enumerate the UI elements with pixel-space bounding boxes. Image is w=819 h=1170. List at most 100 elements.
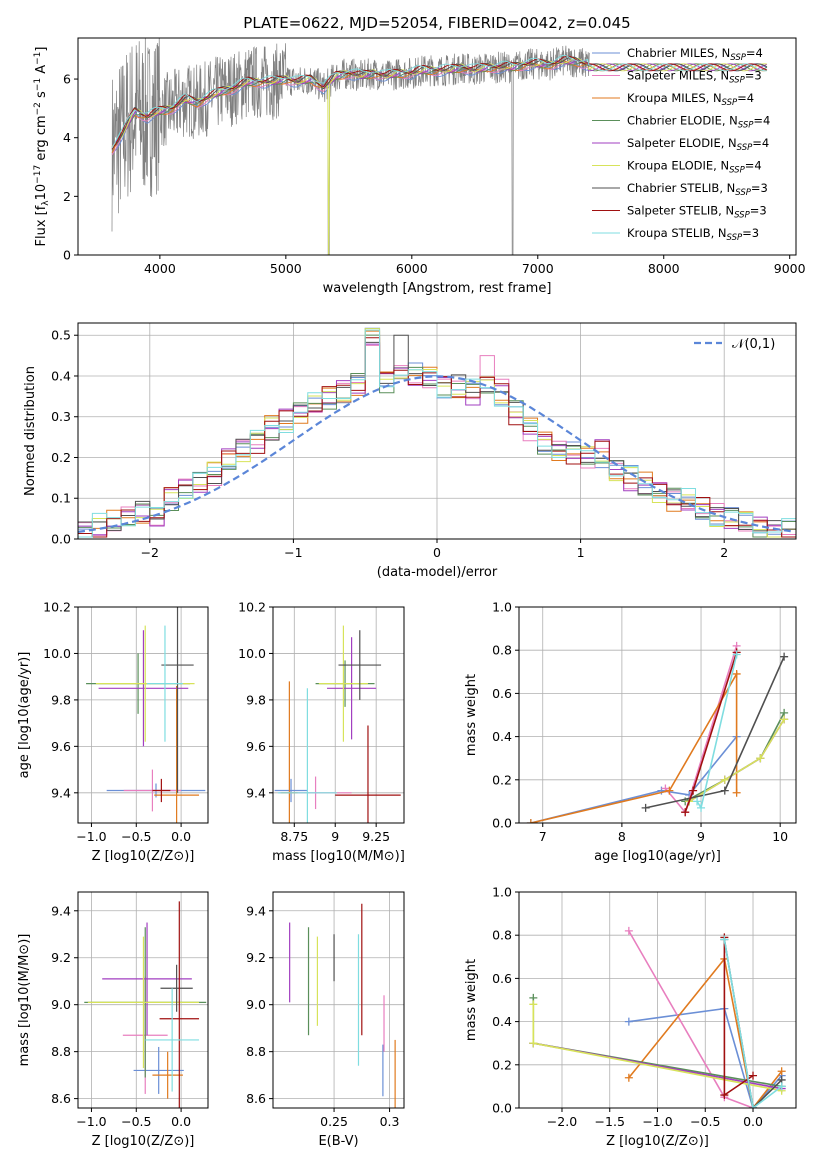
plot-area: [78, 892, 208, 1108]
weight-marker: [720, 935, 729, 944]
plot-area: [273, 607, 404, 823]
legend-entry: Chabrier ELODIE, NSSP=4: [627, 114, 770, 131]
x-axis-label: Z [log10(Z/Z⊙)]: [92, 1134, 195, 1149]
y-axis-label: Normed distribution: [23, 366, 38, 496]
legend-entry: Chabrier STELIB, NSSP=3: [627, 181, 768, 198]
x-tick-label: 9: [331, 829, 339, 844]
panel-mass-vs-EBV: 0.25 0.3 8.6 8.8 9.0 9.2 9.4 E(B-V): [246, 891, 405, 1149]
weight-line-3: [628, 957, 783, 1108]
x-tick-label: 9000: [774, 261, 806, 276]
x-tick-label: −2.0: [547, 1114, 577, 1129]
weight-line-4: [684, 712, 785, 803]
x-tick-label: −0.5: [121, 829, 151, 844]
legend-entry: Chabrier MILES, NSSP=4: [627, 46, 763, 63]
y-tick-label: 10.2: [238, 600, 266, 615]
weight-line-9: [723, 939, 783, 1108]
y-tick-label: 8.8: [51, 1044, 71, 1059]
weight-marker: [749, 1071, 758, 1080]
y-tick-label: 6: [63, 72, 71, 87]
y-tick-label: 9.2: [51, 950, 71, 965]
y-tick-label: 1.0: [492, 885, 512, 900]
panel-mass-weight-vs-age: 7 8 9 10 0.0 0.2 0.4 0.6 0.8 1.0 age [log10(age/yr…: [464, 600, 797, 864]
y-tick-label: 2: [63, 189, 71, 204]
weight-marker: [732, 669, 741, 678]
x-tick-label: 8: [618, 829, 626, 844]
legend-entry: Kroupa STELIB, NSSP=3: [627, 226, 759, 243]
panel-residual-histogram: −2 −1 0 1 2 0.0 0.1 0.2 0.3 0.4 0.5 𝒩(0,1) (data-mod…: [23, 322, 797, 580]
y-tick-label: 0: [63, 248, 71, 263]
y-tick-label: 0.2: [51, 450, 71, 465]
y-tick-label: 0.0: [492, 1101, 512, 1116]
weight-line-6: [688, 718, 785, 803]
weight-marker: [780, 715, 789, 724]
legend: Chabrier MILES, NSSP=4 Salpeter MILES, NS…: [592, 46, 770, 243]
y-tick-label: 0.1: [51, 491, 71, 506]
plot-area: [519, 607, 796, 823]
x-tick-label: 0.0: [171, 1114, 191, 1129]
y-axis-label: mass weight: [464, 959, 479, 1041]
y-tick-label: 8.8: [246, 1044, 266, 1059]
y-tick-label: 9.4: [51, 903, 71, 918]
weight-marker: [720, 775, 729, 784]
x-axis-label: mass [log10(M/M⊙)]: [272, 849, 405, 864]
weight-line-3: [530, 671, 738, 823]
y-tick-label: 8.6: [51, 1091, 71, 1106]
x-tick-label: −1: [284, 545, 302, 560]
x-tick-label: −1.0: [76, 829, 106, 844]
weight-marker: [529, 1000, 538, 1009]
x-tick-label: 0.25: [320, 1114, 348, 1129]
panel-mass-vs-Z: −1.0 −0.5 0.0 8.6 8.8 9.0 9.2 9.4 Z [log10(Z/Z⊙)…: [17, 891, 209, 1149]
y-tick-label: 0.0: [51, 532, 71, 547]
weight-marker: [624, 1073, 633, 1082]
y-tick-label: 0.0: [492, 816, 512, 831]
x-tick-label: −1.5: [595, 1114, 625, 1129]
y-tick-label: 0.2: [492, 772, 512, 787]
weight-marker: [732, 650, 741, 659]
axes-frame: [77, 322, 797, 540]
x-tick-label: 9: [697, 829, 705, 844]
y-tick-label: 0.6: [492, 971, 512, 986]
x-axis-label: E(B-V): [318, 1134, 358, 1149]
x-axis-label: (data-model)/error: [377, 565, 498, 580]
model-line-8: [111, 55, 768, 150]
x-tick-label: 10: [772, 829, 788, 844]
y-tick-label: 9.8: [51, 692, 71, 707]
y-tick-label: 0.6: [492, 686, 512, 701]
weight-marker: [693, 797, 702, 806]
axes-frame: [77, 891, 209, 1109]
figure-title: PLATE=0622, MJD=52054, FIBERID=0042, z=0…: [243, 14, 630, 32]
x-tick-label: 8.75: [280, 829, 308, 844]
x-tick-label: 7000: [522, 261, 554, 276]
model-line-9: [111, 54, 768, 149]
x-axis-label: wavelength [Angstrom, rest frame]: [323, 281, 552, 296]
legend-entry: Kroupa ELODIE, NSSP=4: [627, 159, 762, 176]
y-tick-label: 9.8: [246, 692, 266, 707]
weight-marker: [689, 786, 698, 795]
y-tick-label: 9.6: [51, 739, 71, 754]
weight-marker: [697, 803, 706, 812]
x-tick-label: 6000: [396, 261, 428, 276]
x-tick-label: 1: [577, 545, 585, 560]
weight-marker: [526, 819, 535, 823]
y-axis-label: mass weight: [464, 674, 479, 756]
axes-frame: [272, 606, 405, 824]
weight-marker: [749, 1104, 758, 1108]
y-tick-label: 0.2: [492, 1057, 512, 1072]
plot-area: [273, 892, 404, 1108]
y-tick-label: 4: [63, 130, 71, 145]
legend-entry: Kroupa MILES, NSSP=4: [627, 91, 754, 108]
x-tick-label: −2: [141, 545, 159, 560]
x-tick-label: 8000: [648, 261, 680, 276]
model-line-2: [111, 61, 768, 155]
axes-frame: [77, 606, 209, 824]
weight-marker: [665, 786, 674, 795]
legend-entry: 𝒩(0,1): [732, 337, 775, 352]
legend-entry: Salpeter MILES, NSSP=3: [627, 69, 762, 86]
panel-age-vs-Z: −1.0 −0.5 0.0 9.4 9.6 9.8 10.0 10.2 Z [log10(Z/Z…: [17, 600, 209, 864]
weight-marker: [641, 803, 650, 812]
weight-marker: [624, 926, 633, 935]
y-tick-label: 0.4: [492, 1014, 512, 1029]
x-tick-label: 4000: [144, 261, 176, 276]
y-tick-label: 10.0: [43, 646, 71, 661]
